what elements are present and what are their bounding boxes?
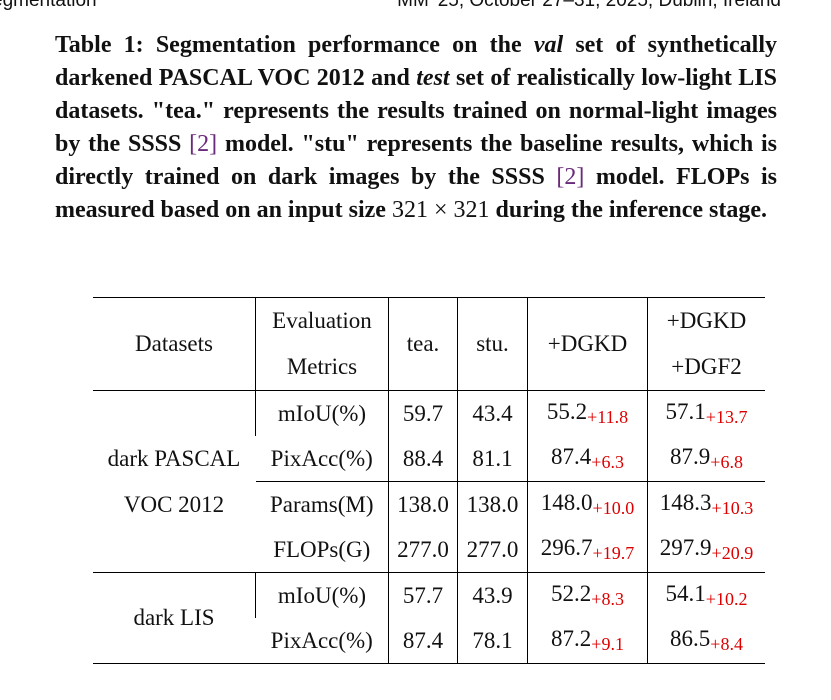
value: 54.1 <box>665 581 706 606</box>
header-row: Datasets Evaluation Metrics tea. stu. +DGKD +D… <box>93 297 765 391</box>
table-caption: Table 1: Segmentation performance on the… <box>55 29 777 227</box>
results-table: Datasets Evaluation Metrics tea. stu. +DGKD +D… <box>93 297 765 664</box>
cell-tea: 277.0 <box>388 527 458 573</box>
value: 87.2 <box>551 626 592 651</box>
caption-text: model. FLOPs is measured based on an inp… <box>55 164 778 223</box>
gain: +10.0 <box>592 498 635 518</box>
gain: +11.8 <box>587 407 629 427</box>
value: 57.1 <box>665 399 706 424</box>
value: 52.2 <box>551 581 592 606</box>
column-header: +DGKD <box>527 297 648 391</box>
cell-dgkd: 296.7+19.7 <box>527 527 648 573</box>
value: 55.2 <box>546 399 588 424</box>
caption-text: model. "stu" represents the baseline res… <box>55 131 777 190</box>
header-line: stu. <box>476 331 509 356</box>
caption-italic: test <box>416 65 450 91</box>
dataset-name: dark PASCAL VOC 2012 <box>107 445 241 517</box>
column-header: +DGKD +DGF2 <box>647 297 765 391</box>
cell-dgkd: 55.2+11.8 <box>527 390 648 436</box>
cell-metric: mIoU(%) <box>255 572 389 618</box>
gain: +19.7 <box>592 543 635 563</box>
value: 296.7 <box>540 535 593 560</box>
data-row: dark LIS mIoU(%) 57.7 43.9 52.2+8.3 54.1+10.2 <box>93 572 765 664</box>
gain: +20.9 <box>711 543 754 563</box>
cell-dgf2: 54.1+10.2 <box>647 572 765 618</box>
header-line: +DGF2 <box>671 354 742 379</box>
cell-stu: 81.1 <box>457 436 528 482</box>
cell-dgkd: 52.2+8.3 <box>527 572 648 618</box>
caption-text: set of realistically low-light LIS datas… <box>55 65 777 157</box>
header-line: Evaluation <box>272 308 372 333</box>
cell-stu: 78.1 <box>457 618 528 664</box>
header-line: +DGKD <box>666 308 747 333</box>
cell-dgkd: 87.2+9.1 <box>527 618 648 664</box>
running-header-right: MM '25, October 27–31, 2025, Dublin, Ire… <box>397 0 781 11</box>
cell-tea: 59.7 <box>388 390 458 436</box>
cell-tea: 138.0 <box>388 481 458 527</box>
value: 87.4 <box>551 444 592 469</box>
header-line: Metrics <box>286 354 358 379</box>
cell-dgkd: 148.0+10.0 <box>527 481 648 527</box>
value: 297.9 <box>659 535 712 560</box>
cell-stu: 277.0 <box>457 527 528 573</box>
value: 148.0 <box>540 490 593 515</box>
cell-metric: PixAcc(%) <box>270 445 373 471</box>
gain: +8.3 <box>591 589 624 609</box>
column-header: Datasets <box>93 297 256 391</box>
cell-metric: FLOPs(G) <box>273 536 371 562</box>
cell-dgf2: 297.9+20.9 <box>647 527 765 573</box>
citation[interactable]: [2] <box>189 131 218 157</box>
data-row: Params(M) 138.0 138.0 148.0+10.0 148.3+10.3 <box>93 481 765 527</box>
data-row: PixAcc(%) 87.4 78.1 87.2+9.1 86.5+8.4 <box>93 618 765 664</box>
cell-tea: 57.7 <box>388 572 458 618</box>
header-line: tea. <box>406 331 440 356</box>
cell-dgkd: 87.4+6.3 <box>527 436 648 482</box>
header-line: Datasets <box>135 331 213 356</box>
column-header: Evaluation Metrics <box>255 297 389 391</box>
cell-metric: Params(M) <box>255 481 389 527</box>
data-row: dark PASCAL VOC 2012 mIoU(%) 59.7 43.4 55.2+… <box>93 390 765 517</box>
cell-tea: 88.4 <box>388 436 458 482</box>
gain: +8.4 <box>710 634 743 654</box>
data-row: PixAcc(%) 88.4 81.1 87.4+6.3 87.9+6.8 <box>93 436 765 482</box>
caption-math: 321 × 321 <box>391 197 490 223</box>
cell-dgf2: 86.5+8.4 <box>647 618 765 664</box>
column-header: tea. <box>388 297 458 391</box>
cell-dgf2: 87.9+6.8 <box>647 436 765 482</box>
citation[interactable]: [2] <box>556 164 585 190</box>
gain: +13.7 <box>705 407 748 427</box>
cell-metric: PixAcc(%) <box>270 627 373 653</box>
caption-text: Table 1: Segmentation performance on the <box>55 32 534 58</box>
cell-dgf2: 148.3+10.3 <box>647 481 765 527</box>
cell-metric: mIoU(%) <box>255 390 389 436</box>
caption-text: during the inference stage. <box>489 197 768 223</box>
caption-text: set of synthetically darkened PASCAL VOC… <box>55 32 777 91</box>
gain: +9.1 <box>591 634 624 654</box>
cell-dgf2: 57.1+13.7 <box>647 390 765 436</box>
cell-tea: 87.4 <box>388 618 458 664</box>
cell-stu: 43.9 <box>457 572 528 618</box>
header-line: +DGKD <box>547 331 628 356</box>
dataset-name: dark LIS <box>93 572 256 664</box>
gain: +6.8 <box>710 452 743 472</box>
value: 87.9 <box>670 444 711 469</box>
gain: +10.2 <box>705 589 748 609</box>
cell-stu: 43.4 <box>457 390 528 436</box>
gain: +6.3 <box>591 452 624 472</box>
value: 86.5 <box>670 626 711 651</box>
gain: +10.3 <box>711 498 754 518</box>
running-header-left: egmentation <box>0 0 97 11</box>
value: 148.3 <box>659 490 712 515</box>
cell-stu: 138.0 <box>457 481 528 527</box>
column-header: stu. <box>457 297 528 391</box>
caption-italic: val <box>533 32 564 58</box>
data-row: FLOPs(G) 277.0 277.0 296.7+19.7 297.9+20.9 <box>93 527 765 573</box>
